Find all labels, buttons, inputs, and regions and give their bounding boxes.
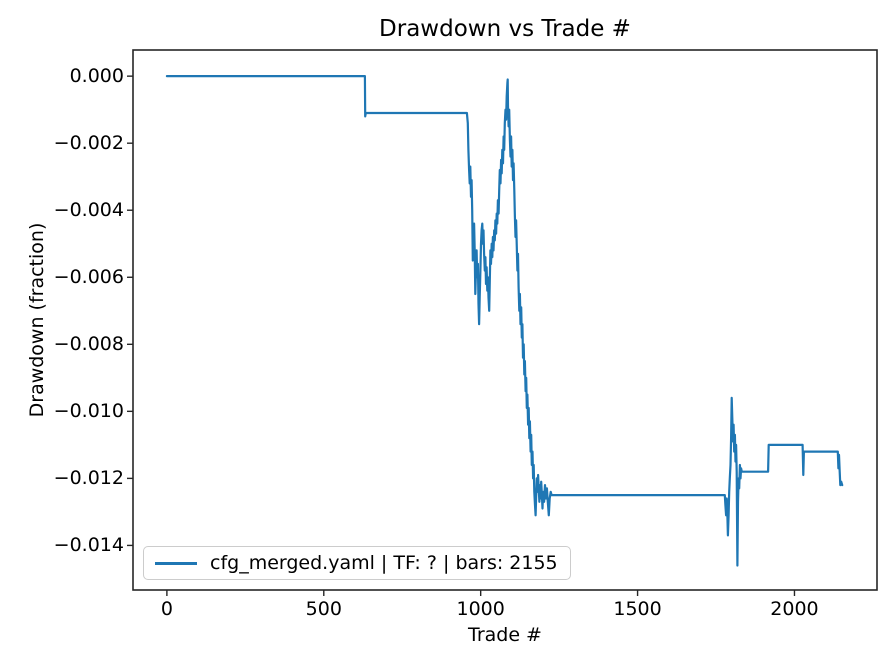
legend-label: cfg_merged.yaml | TF: ? | bars: 2155 xyxy=(210,552,558,574)
legend: cfg_merged.yaml | TF: ? | bars: 2155 xyxy=(143,546,571,580)
y-tick-label: −0.004 xyxy=(53,199,124,222)
x-tick-label: 1000 xyxy=(456,598,505,620)
y-tick-label: 0.000 xyxy=(69,65,124,88)
y-tick-label: −0.012 xyxy=(53,467,124,490)
y-tick-label: −0.014 xyxy=(53,534,124,557)
axes-frame xyxy=(132,49,878,591)
legend-line-sample xyxy=(155,561,197,565)
x-axis-title: Trade # xyxy=(468,624,542,646)
y-tick-label: −0.008 xyxy=(53,333,124,356)
y-tick-label: −0.006 xyxy=(53,266,124,289)
y-axis-title: Drawdown (fraction) xyxy=(26,222,48,418)
chart-title: Drawdown vs Trade # xyxy=(379,16,631,42)
y-tick-label: −0.002 xyxy=(53,132,124,155)
y-tick-label: −0.010 xyxy=(53,400,124,423)
drawdown-line-series xyxy=(165,75,844,567)
x-tick-label: 2000 xyxy=(770,598,819,620)
x-tick-label: 500 xyxy=(305,598,342,620)
x-tick-label: 0 xyxy=(160,598,173,620)
x-tick-label: 1500 xyxy=(613,598,662,620)
